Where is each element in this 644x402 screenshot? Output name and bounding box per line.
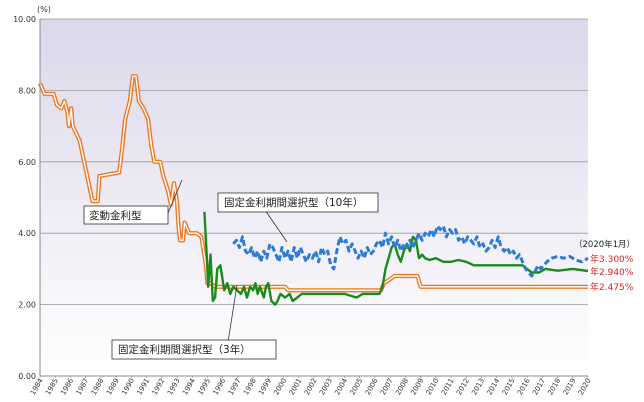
x-tick-label: 2009 <box>409 377 425 396</box>
y-tick-label: 10.00 <box>13 15 36 24</box>
x-tick-label: 1997 <box>227 377 243 396</box>
label-hendo: 変動金利型 <box>83 179 183 225</box>
x-tick-labels: 1984 1985 1986 1987 1988 1989 1990 1991 1992 1993… <box>29 376 593 396</box>
label-fixed10: 固定金利期間選択型（10年） <box>217 192 379 243</box>
box-hendo <box>83 205 169 225</box>
x-tick-label: 2016 <box>516 377 532 397</box>
end-label-variable: 年2.475% <box>590 281 634 293</box>
x-tick-label: 1994 <box>181 377 197 397</box>
x-tick-label: 2001 <box>288 377 304 396</box>
x-tick-label: 1987 <box>75 377 91 396</box>
box-fixed10 <box>217 192 379 213</box>
x-tick-label: 2018 <box>546 377 562 396</box>
x-tick-label: 1993 <box>166 377 182 396</box>
x-tick-label: 2014 <box>486 377 502 397</box>
y-tick-label: 4.00 <box>18 229 36 238</box>
x-tick-label: 1991 <box>135 377 151 396</box>
x-tick-label: 1995 <box>196 377 212 396</box>
leader-fixed10 <box>264 209 288 243</box>
x-tick-label: 1996 <box>212 377 228 397</box>
leader-fixed3 <box>227 284 238 343</box>
box-fixed3 <box>111 339 277 360</box>
x-tick-label: 2013 <box>470 377 486 396</box>
x-tick-label: 2020 <box>577 377 593 396</box>
text-fixed3: 固定金利期間選択型（3年） <box>118 343 251 356</box>
y-tick-label: 6.00 <box>18 158 36 167</box>
x-tick-label: 2010 <box>425 377 441 396</box>
x-tick-label: 2019 <box>562 377 578 396</box>
y-tick-labels: 0.00 2.00 4.00 6.00 8.00 10.00 <box>13 15 36 381</box>
x-tick-label: 2015 <box>501 377 517 396</box>
y-tick-label: 8.00 <box>18 86 36 95</box>
x-tick-label: 1985 <box>44 377 60 396</box>
x-tick-label: 2012 <box>455 377 471 396</box>
x-tick-label: 2002 <box>303 377 319 396</box>
x-tick-label: 2007 <box>379 377 395 396</box>
label-fixed3: 固定金利期間選択型（3年） <box>111 284 277 360</box>
x-tick-label: 1988 <box>90 377 106 396</box>
x-tick-label: 1999 <box>257 377 273 396</box>
x-tick-label: 1989 <box>105 377 121 396</box>
x-tick-label: 2008 <box>394 377 410 396</box>
end-label-10y: 年3.300% <box>590 253 634 265</box>
x-tick-label: 2017 <box>531 377 547 396</box>
series-fixed-10y <box>232 224 589 278</box>
x-tick-label: 1992 <box>151 377 167 396</box>
y-unit-label: (%) <box>37 5 51 14</box>
text-fixed10: 固定金利期間選択型（10年） <box>224 196 363 209</box>
end-label-3y: 年2.940% <box>590 266 634 278</box>
y-tick-label: 2.00 <box>18 301 36 310</box>
leader-hendo <box>167 179 183 214</box>
x-tick-label: 1990 <box>120 377 136 396</box>
x-tick-label: 2006 <box>364 377 380 397</box>
text-hendo: 変動金利型 <box>89 209 142 222</box>
end-date-label: （2020年1月） <box>574 239 635 250</box>
series-fixed-3y <box>203 211 589 306</box>
x-tick-label: 2003 <box>318 377 334 396</box>
x-tick-label: 1998 <box>242 377 258 396</box>
x-tick-label: 2011 <box>440 377 456 396</box>
y-tick-label: 0.00 <box>18 372 36 381</box>
x-tick-label: 2005 <box>349 377 365 396</box>
series-layer <box>38 74 589 306</box>
x-tick-label: 1986 <box>59 377 75 397</box>
x-tick-label: 2000 <box>272 377 288 396</box>
x-tick-label: 2004 <box>333 377 349 397</box>
